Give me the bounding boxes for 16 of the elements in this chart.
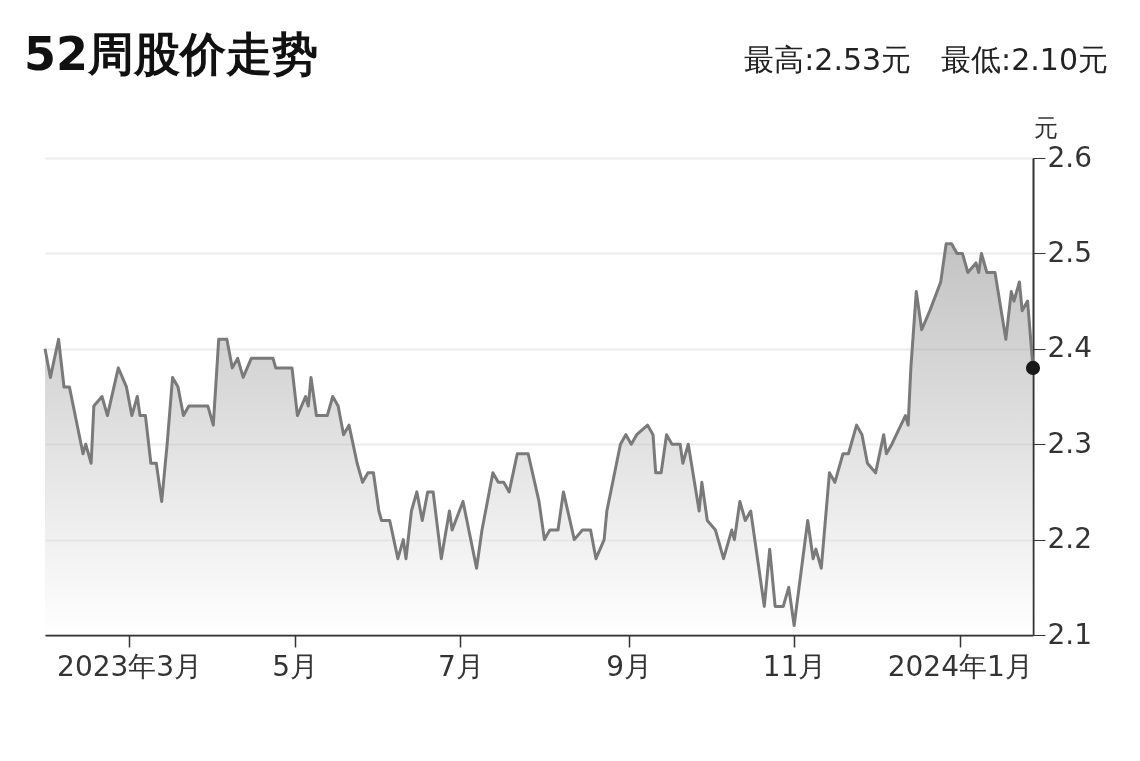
y-tick-label: 2.1 <box>1047 617 1093 651</box>
y-tick-label: 2.6 <box>1047 140 1093 174</box>
text: 最低:2.10元 <box>941 41 1108 79</box>
x-tick-label: 9月 <box>606 649 652 683</box>
y-tick-label: 2.3 <box>1047 426 1093 460</box>
x-tick-label: 11月 <box>762 649 827 683</box>
x-tick-label: 7月 <box>437 649 484 683</box>
x-tick-label: 2023年3月 <box>57 649 203 683</box>
y-axis-title: 元 <box>1033 113 1058 142</box>
y-tick-label: 2.5 <box>1047 235 1093 269</box>
chart-title: 52周股价走势 <box>24 26 319 83</box>
y-tick-label: 2.4 <box>1047 331 1093 365</box>
x-tick-label: 2024年1月 <box>887 649 1033 683</box>
y-tick-label: 2.2 <box>1047 522 1093 556</box>
text: 最高:2.53元 <box>744 41 912 79</box>
x-tick-label: 5月 <box>272 649 319 683</box>
